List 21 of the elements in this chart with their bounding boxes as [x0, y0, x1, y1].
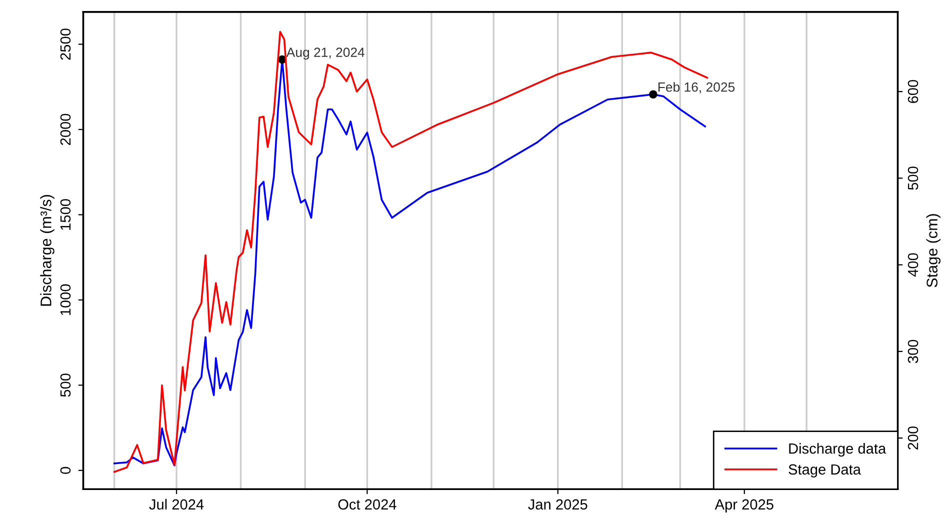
y-tick-label: 0 [60, 466, 71, 474]
annotation: Aug 21, 2024 [286, 48, 364, 60]
y2-tick-label: 400 [908, 253, 918, 277]
annotation: Feb 16, 2025 [658, 82, 735, 94]
y-tick-label: 1000 [60, 284, 71, 316]
x-tick-label: Apr 2025 [714, 499, 774, 512]
y2-tick-label: 300 [908, 340, 918, 364]
x-tick-label: Oct 2024 [338, 499, 396, 510]
y2-tick-label: 600 [908, 80, 918, 103]
legend-label: Discharge data [789, 443, 886, 457]
y-axis-title: Discharge (m³/s) [40, 195, 54, 306]
y-tick-label: 1500 [60, 199, 71, 230]
y-tick-label: 2000 [60, 114, 71, 145]
legend-label: Stage Data [788, 464, 861, 478]
x-tick-label: Jul 2024 [149, 498, 204, 510]
y2-axis-title: Stage (cm) [926, 214, 941, 288]
y-tick-label: 2500 [60, 28, 71, 60]
x-tick-label: Jan 2025 [528, 499, 588, 510]
y2-tick-label: 200 [908, 426, 918, 450]
y2-tick-label: 500 [908, 166, 918, 190]
y-tick-label: 500 [60, 374, 71, 397]
